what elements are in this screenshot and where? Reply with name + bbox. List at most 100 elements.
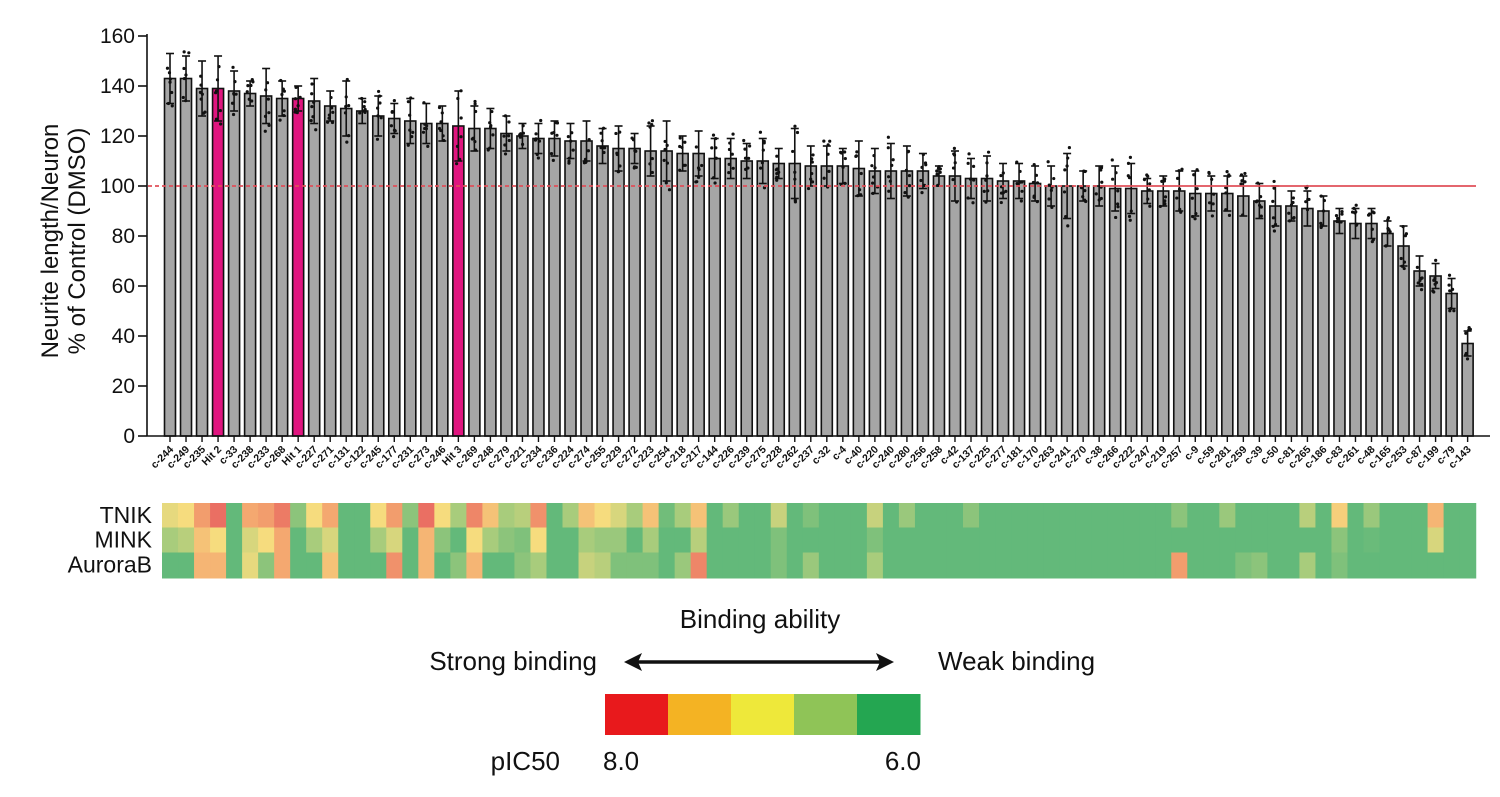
heatmap-cell xyxy=(626,552,644,579)
data-point xyxy=(1241,213,1245,217)
data-point xyxy=(331,110,335,114)
heatmap-cell xyxy=(594,527,612,553)
data-point xyxy=(426,144,430,148)
heatmap-cell xyxy=(402,552,419,579)
data-point xyxy=(1418,278,1422,282)
bar xyxy=(1413,270,1426,437)
heatmap-cell xyxy=(706,503,724,528)
data-point xyxy=(809,177,813,181)
data-point xyxy=(392,98,396,103)
bar-group xyxy=(1060,146,1074,437)
data-point xyxy=(714,146,718,150)
data-point xyxy=(1322,198,1327,203)
data-point xyxy=(471,136,475,140)
heatmap-cell xyxy=(1427,527,1445,553)
bar-group xyxy=(1301,184,1314,437)
heatmap-cell xyxy=(562,552,580,579)
data-point xyxy=(827,169,831,173)
data-point xyxy=(488,121,492,125)
data-point xyxy=(570,131,574,135)
heatmap-cell xyxy=(370,527,387,553)
bar-group xyxy=(227,65,241,437)
heatmap-cell xyxy=(898,503,916,528)
data-point xyxy=(170,90,174,95)
data-point xyxy=(761,148,765,152)
heatmap-cell xyxy=(834,552,852,579)
data-point xyxy=(999,173,1003,178)
heatmap-cell xyxy=(914,503,932,528)
heatmap-cell xyxy=(1347,552,1365,579)
heatmap-cell xyxy=(274,527,291,553)
data-point xyxy=(232,91,236,96)
data-point xyxy=(539,118,543,123)
heatmap-cell xyxy=(963,552,980,579)
data-point xyxy=(1175,176,1180,180)
data-point xyxy=(1049,188,1053,192)
bar xyxy=(1060,185,1074,437)
heatmap-cell xyxy=(306,527,323,553)
data-point xyxy=(1340,212,1344,216)
heatmap-cell xyxy=(738,527,756,553)
heatmap-cell xyxy=(1363,552,1381,579)
heatmap-cell xyxy=(210,503,227,528)
data-point xyxy=(1129,209,1133,213)
bar-group xyxy=(371,89,385,437)
bar-group xyxy=(403,96,417,437)
data-point xyxy=(473,99,477,104)
heatmap-cell xyxy=(466,527,483,553)
bar xyxy=(772,162,786,437)
data-point xyxy=(165,66,170,70)
bar-group xyxy=(1028,162,1042,437)
bar-group xyxy=(804,145,818,437)
bar-group xyxy=(1285,190,1298,437)
heatmap-cell xyxy=(1155,503,1172,528)
bar xyxy=(1188,192,1202,437)
heatmap-cell xyxy=(1379,503,1397,528)
heatmap-cell xyxy=(914,552,932,579)
bar xyxy=(740,160,754,437)
data-point xyxy=(1160,179,1164,183)
data-point xyxy=(1416,281,1420,285)
data-point xyxy=(549,152,554,156)
data-point xyxy=(1193,217,1197,221)
data-point xyxy=(571,148,575,152)
data-point xyxy=(168,77,172,81)
data-point xyxy=(264,88,268,92)
heatmap-cell xyxy=(578,503,596,528)
heatmap-cell xyxy=(946,527,964,553)
data-point xyxy=(423,126,427,131)
data-point xyxy=(971,201,975,205)
data-point xyxy=(742,138,746,143)
heatmap-cell xyxy=(1107,503,1124,528)
bar-group xyxy=(1172,167,1186,437)
data-point xyxy=(1447,273,1452,277)
bar-group xyxy=(868,147,882,437)
data-point xyxy=(1254,200,1259,204)
colorbar-title: pIC50 xyxy=(491,746,560,776)
heatmap-cell xyxy=(1315,552,1333,579)
data-point xyxy=(326,120,330,124)
bar-group xyxy=(387,98,401,437)
data-point xyxy=(822,139,826,143)
data-point xyxy=(667,188,672,192)
bar-group xyxy=(996,162,1010,437)
data-point xyxy=(614,131,618,136)
data-point xyxy=(712,176,716,180)
data-point xyxy=(1083,188,1087,193)
heatmap-cell xyxy=(786,552,804,579)
data-point xyxy=(1032,195,1036,199)
data-point xyxy=(760,161,764,165)
bar xyxy=(468,127,481,437)
heatmap-cell xyxy=(1219,527,1236,553)
heatmap-cell xyxy=(1315,503,1333,528)
heatmap-cell xyxy=(1123,552,1140,579)
heatmap-cell xyxy=(1411,552,1429,579)
data-point xyxy=(886,175,891,179)
data-point xyxy=(1110,158,1114,162)
data-point xyxy=(1287,211,1291,215)
data-point xyxy=(1271,216,1276,220)
data-point xyxy=(1032,162,1036,167)
y-axis: 0 20 40 60 80 100 120 140 160 xyxy=(100,25,148,448)
data-point xyxy=(694,145,698,149)
heatmap-cell xyxy=(754,503,772,528)
